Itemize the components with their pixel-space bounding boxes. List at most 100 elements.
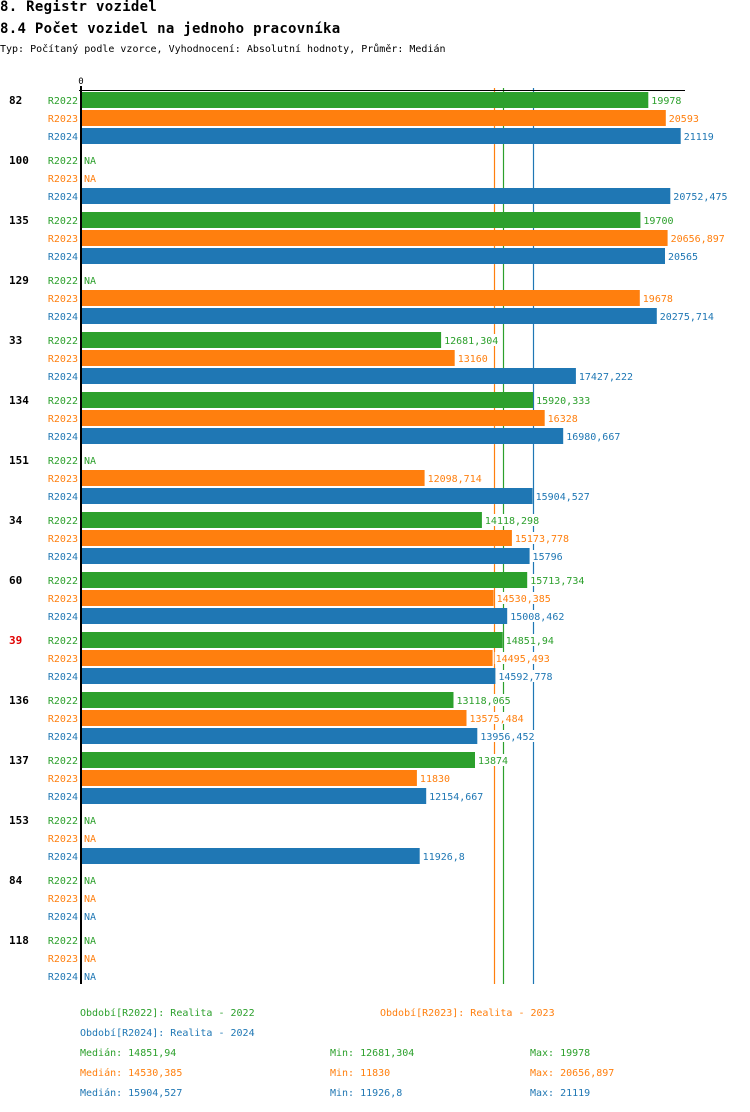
bar-r2023 <box>81 290 640 306</box>
series-label: R2024 <box>48 552 78 563</box>
series-label: R2023 <box>48 834 78 845</box>
value-label: 15008,462 <box>510 612 564 623</box>
value-label-bg <box>504 634 556 646</box>
value-label: 14530,385 <box>497 594 551 605</box>
bar-r2024 <box>81 548 530 564</box>
legend-median-r2022: Medián: 14851,94 <box>80 1048 177 1059</box>
na-label: NA <box>84 174 96 185</box>
series-label: R2024 <box>48 852 78 863</box>
series-label: R2024 <box>48 432 78 443</box>
series-label: R2024 <box>48 912 78 923</box>
series-label: R2023 <box>48 954 78 965</box>
series-label: R2023 <box>48 294 78 305</box>
series-label: R2023 <box>48 534 78 545</box>
bar-r2024 <box>81 608 508 624</box>
value-label-bg <box>531 550 565 562</box>
category-label: 136 <box>9 694 29 707</box>
series-label: R2022 <box>48 756 78 767</box>
bar-r2024 <box>81 488 533 504</box>
series-label: R2023 <box>48 894 78 905</box>
legend-max-r2022: Max: 19978 <box>530 1048 591 1059</box>
category-label: 82 <box>9 94 22 107</box>
legend-max-r2024: Max: 21119 <box>530 1088 591 1099</box>
value-label: 11830 <box>420 774 450 785</box>
value-label-bg <box>468 712 526 724</box>
value-label: 13575,484 <box>470 714 524 725</box>
series-label: R2024 <box>48 492 78 503</box>
series-label: R2024 <box>48 792 78 803</box>
value-label-bg <box>418 772 452 784</box>
category-label: 153 <box>9 814 29 827</box>
bar-r2022 <box>81 632 503 648</box>
series-label: R2024 <box>48 132 78 143</box>
value-label: 15920,333 <box>536 396 590 407</box>
series-label: R2023 <box>48 474 78 485</box>
series-label: R2024 <box>48 192 78 203</box>
bar-r2022 <box>81 332 442 348</box>
legend-max-r2023: Max: 20656,897 <box>530 1068 615 1079</box>
value-label: 14851,94 <box>506 636 554 647</box>
series-label: R2024 <box>48 312 78 323</box>
bar-r2024 <box>81 428 564 444</box>
value-label-bg <box>658 310 716 322</box>
series-label: R2022 <box>48 396 78 407</box>
value-label: 16980,667 <box>566 432 620 443</box>
bar-r2022 <box>81 752 475 768</box>
legend-period-r2022: Období[R2022]: Realita - 2022 <box>80 1008 255 1019</box>
value-label: 19700 <box>643 216 673 227</box>
category-label: 137 <box>9 754 29 767</box>
value-label: 21119 <box>684 132 714 143</box>
series-label: R2023 <box>48 354 78 365</box>
legend-min-r2023: Min: 11830 <box>330 1068 391 1079</box>
bar-r2023 <box>81 350 455 366</box>
category-labels: 82 R2022 R2023 R2024 100 R2022 R2023 R2024 135 R2… <box>9 94 78 983</box>
series-label: R2022 <box>48 456 78 467</box>
series-label: R2023 <box>48 714 78 725</box>
value-label-bg <box>546 412 580 424</box>
na-label: NA <box>84 834 96 845</box>
series-label: R2024 <box>48 732 78 743</box>
na-label: NA <box>84 816 96 827</box>
bar-r2024 <box>81 128 681 144</box>
value-label: 12098,714 <box>428 474 482 485</box>
series-label: R2023 <box>48 234 78 245</box>
value-label: 14495,493 <box>496 654 550 665</box>
value-label-bg <box>535 394 592 406</box>
value-label: 15713,734 <box>530 576 584 587</box>
series-label: R2022 <box>48 696 78 707</box>
value-label: 15904,527 <box>536 492 590 503</box>
bar-r2024 <box>81 368 576 384</box>
bar-r2023 <box>81 590 494 606</box>
value-label-bg <box>476 754 510 766</box>
bar-r2024 <box>81 248 665 264</box>
legend-median-r2024: Medián: 15904,527 <box>80 1088 183 1099</box>
value-label: 19678 <box>643 294 673 305</box>
bar-r2022 <box>81 512 482 528</box>
category-label: 118 <box>9 934 29 947</box>
value-label: 20656,897 <box>671 234 725 245</box>
series-label: R2022 <box>48 96 78 107</box>
value-label-bg <box>666 250 700 262</box>
series-label: R2023 <box>48 594 78 605</box>
bar-r2023 <box>81 650 493 666</box>
series-label: R2022 <box>48 936 78 947</box>
bar-r2022 <box>81 572 528 588</box>
series-label: R2022 <box>48 156 78 167</box>
value-label-bg <box>455 694 513 706</box>
category-label: 60 <box>9 574 22 587</box>
legend-min-r2022: Min: 12681,304 <box>330 1048 415 1059</box>
value-label: 16328 <box>548 414 578 425</box>
bar-r2024 <box>81 668 496 684</box>
bar-r2023 <box>81 710 467 726</box>
legend-min-r2024: Min: 11926,8 <box>330 1088 403 1099</box>
legend-period-r2023: Období[R2023]: Realita - 2023 <box>380 1008 555 1019</box>
bar-r2023 <box>81 410 545 426</box>
category-label: 84 <box>9 874 23 887</box>
category-label: 151 <box>9 454 29 467</box>
value-label-bg <box>669 232 727 244</box>
bar-r2024 <box>81 188 671 204</box>
value-label: 13160 <box>458 354 488 365</box>
category-label: 39 <box>9 634 22 647</box>
value-label-bg <box>495 592 553 604</box>
series-label: R2023 <box>48 774 78 785</box>
